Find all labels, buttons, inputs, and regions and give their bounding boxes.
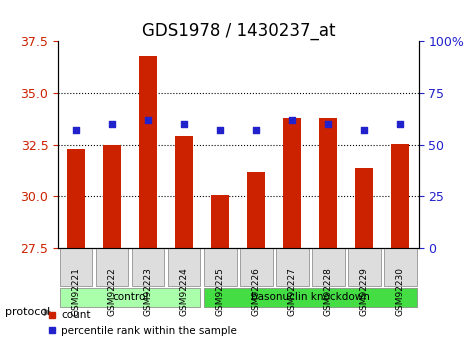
FancyBboxPatch shape <box>96 248 128 286</box>
Bar <box>392 144 410 248</box>
Legend: count, percentile rank within the sample: count, percentile rank within the sample <box>42 306 241 340</box>
FancyBboxPatch shape <box>204 248 237 286</box>
Text: GSM92221: GSM92221 <box>72 267 80 316</box>
Point <box>73 128 80 133</box>
FancyBboxPatch shape <box>348 248 381 286</box>
FancyBboxPatch shape <box>276 248 309 286</box>
Text: GSM92227: GSM92227 <box>288 267 297 316</box>
FancyBboxPatch shape <box>240 248 272 286</box>
Text: GSM92228: GSM92228 <box>324 267 333 316</box>
Point <box>145 117 152 123</box>
Text: GSM92223: GSM92223 <box>144 267 153 316</box>
Bar <box>67 149 85 248</box>
Bar <box>103 145 121 248</box>
Bar <box>283 118 301 248</box>
Bar <box>139 56 157 248</box>
FancyBboxPatch shape <box>384 248 417 286</box>
FancyBboxPatch shape <box>60 288 200 307</box>
Point <box>217 128 224 133</box>
Bar <box>319 118 338 248</box>
Point <box>180 121 188 127</box>
Text: GSM92229: GSM92229 <box>360 267 369 316</box>
FancyBboxPatch shape <box>204 288 417 307</box>
FancyBboxPatch shape <box>132 248 165 286</box>
Text: GSM92230: GSM92230 <box>396 267 405 316</box>
Bar <box>175 136 193 248</box>
Text: GSM92226: GSM92226 <box>252 267 261 316</box>
Point <box>325 121 332 127</box>
Bar <box>355 168 373 248</box>
Bar <box>247 171 266 248</box>
Point <box>252 128 260 133</box>
Text: basonuclin knockdown: basonuclin knockdown <box>251 292 370 302</box>
FancyBboxPatch shape <box>168 248 200 286</box>
Text: GSM92222: GSM92222 <box>108 267 117 316</box>
Bar <box>211 195 229 248</box>
Title: GDS1978 / 1430237_at: GDS1978 / 1430237_at <box>141 22 335 40</box>
Point <box>397 121 404 127</box>
Point <box>289 117 296 123</box>
Text: GSM92224: GSM92224 <box>180 267 189 316</box>
Text: control: control <box>112 292 148 302</box>
Text: protocol: protocol <box>5 307 50 317</box>
Point <box>361 128 368 133</box>
Point <box>108 121 116 127</box>
FancyBboxPatch shape <box>312 248 345 286</box>
Text: GSM92225: GSM92225 <box>216 267 225 316</box>
FancyBboxPatch shape <box>60 248 93 286</box>
